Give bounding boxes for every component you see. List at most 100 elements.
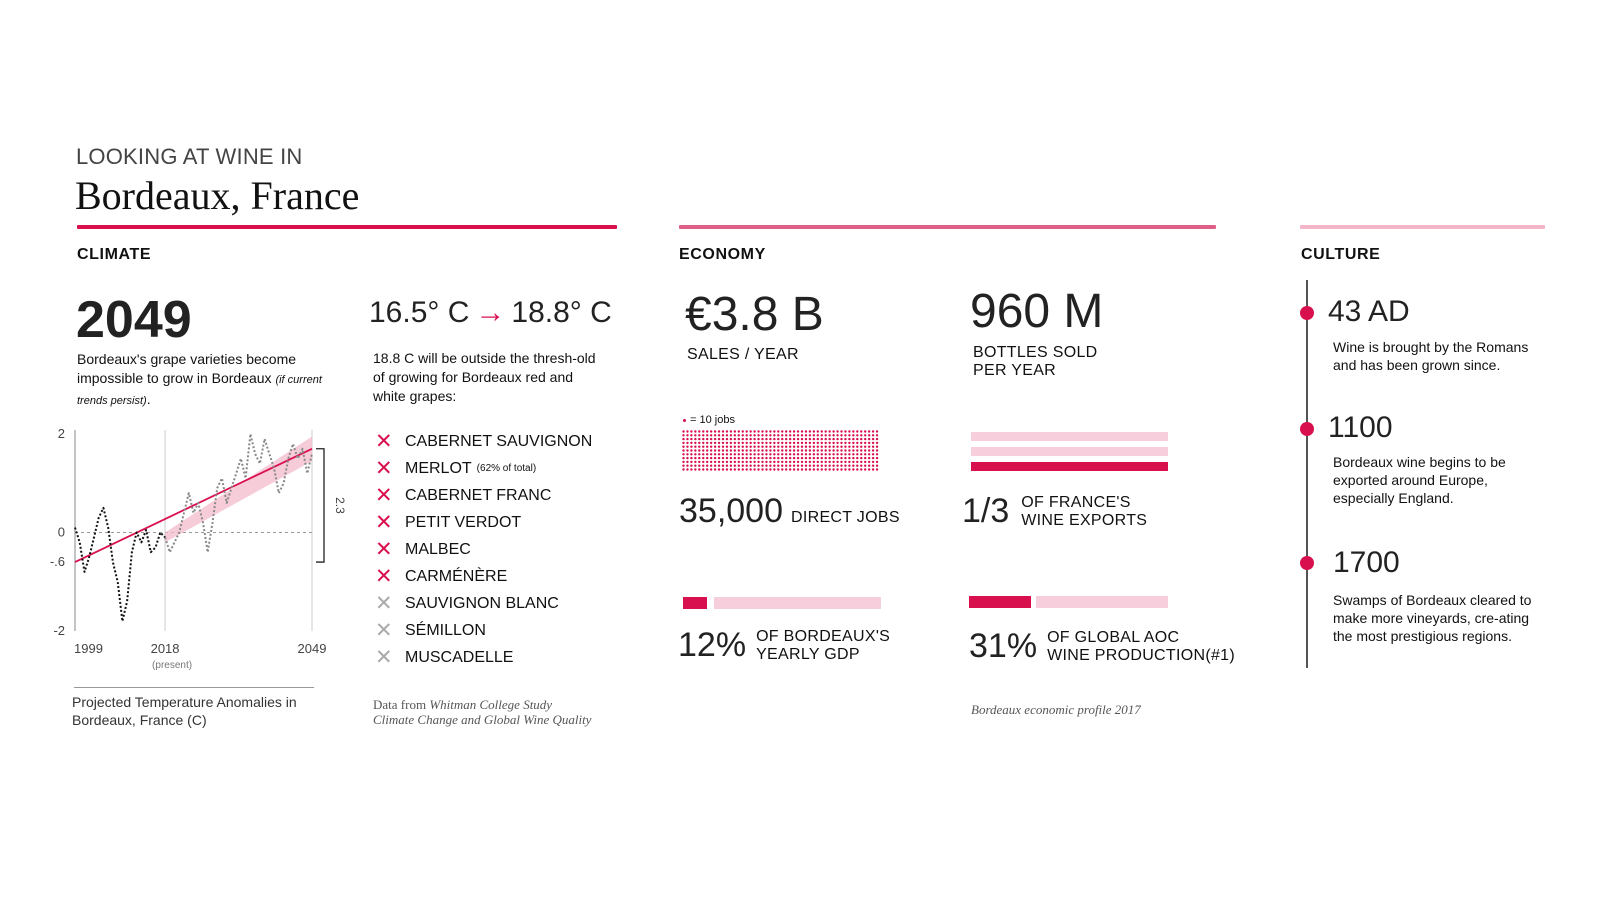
job-dot	[808, 445, 812, 448]
job-dot	[836, 468, 839, 471]
job-dot	[777, 456, 780, 460]
job-dot	[690, 460, 693, 464]
job-dot	[729, 460, 733, 464]
job-dot	[800, 464, 804, 467]
job-dot	[844, 441, 847, 445]
job-dot	[761, 445, 764, 448]
climate-source-title2: Climate Change and Global Wine Quality	[373, 712, 592, 727]
job-dot	[733, 468, 737, 471]
job-dot	[785, 453, 788, 456]
job-dot	[698, 437, 701, 441]
job-dot	[844, 437, 847, 441]
job-dot	[860, 456, 863, 460]
job-dot	[796, 445, 800, 448]
gdp-label-line1: OF BORDEAUX'S	[756, 627, 891, 645]
job-dot	[749, 445, 752, 448]
job-dot	[804, 441, 808, 445]
job-dot	[852, 464, 855, 467]
job-dot	[875, 449, 879, 452]
job-dot	[717, 437, 721, 441]
job-dot	[812, 441, 816, 445]
job-dot	[702, 460, 705, 464]
dot-key-label: = 10 jobs	[690, 414, 735, 426]
job-dot	[852, 441, 855, 445]
job-dot	[706, 441, 709, 445]
bracket-annotation-label: 2.3	[333, 497, 347, 514]
climate-source-title1: Whitman College Study	[429, 697, 553, 712]
job-dot	[698, 434, 701, 437]
job-dot	[765, 449, 768, 452]
job-dot	[690, 434, 693, 437]
job-dot	[765, 453, 768, 456]
job-dot	[698, 464, 701, 467]
gdp-stat: 12% OF BORDEAUX'S YEARLY GDP	[678, 626, 890, 665]
job-dot	[792, 460, 796, 464]
job-dot	[725, 441, 729, 445]
job-dot	[777, 441, 780, 445]
x-mark-icon: ✕	[375, 565, 393, 588]
job-dot	[749, 468, 752, 471]
job-dot	[733, 464, 737, 467]
job-dot	[777, 468, 780, 471]
job-dot	[848, 460, 851, 464]
job-dot	[867, 449, 871, 452]
job-dot	[761, 453, 764, 456]
job-dot	[871, 453, 875, 456]
job-dot	[757, 464, 760, 467]
climate-source-prefix: Data from	[373, 697, 430, 712]
job-dot	[709, 434, 713, 437]
job-dot	[804, 456, 808, 460]
exports-stat: 1/3 OF FRANCE'S WINE EXPORTS	[962, 492, 1147, 531]
job-dot	[682, 430, 685, 433]
job-dot	[713, 445, 717, 448]
job-dot	[725, 464, 729, 467]
job-dot	[844, 468, 847, 471]
job-dot	[832, 464, 835, 467]
job-dot	[745, 460, 748, 464]
job-dot	[694, 460, 697, 464]
job-dot	[694, 468, 697, 471]
job-dot	[729, 453, 733, 456]
job-dot	[828, 437, 831, 441]
job-dot	[757, 460, 760, 464]
exports-label-line2: WINE EXPORTS	[1021, 511, 1148, 529]
job-dot	[777, 449, 780, 452]
job-dot	[741, 464, 744, 467]
job-dot	[765, 434, 768, 437]
job-dot	[709, 460, 713, 464]
job-dot	[804, 434, 808, 437]
timeline-description: Wine is brought by the Romans and has be…	[1333, 339, 1529, 373]
job-dot	[753, 430, 756, 433]
job-dot	[729, 456, 733, 460]
job-dot	[717, 468, 721, 471]
exports-bar-1	[971, 432, 1168, 441]
gdp-bar-rest	[714, 597, 881, 609]
job-dot	[785, 464, 788, 467]
job-dot	[785, 437, 788, 441]
job-dot	[816, 445, 819, 448]
job-dot	[816, 437, 819, 441]
job-dot	[856, 456, 859, 460]
job-dot	[860, 434, 863, 437]
job-dot	[864, 453, 867, 456]
job-dot	[729, 434, 733, 437]
job-dot	[824, 460, 827, 464]
job-dot	[706, 449, 709, 452]
job-dot	[777, 464, 780, 467]
job-dot	[792, 445, 796, 448]
job-dot	[749, 453, 752, 456]
job-dot	[769, 464, 772, 467]
job-dot	[848, 449, 851, 452]
job-dot	[840, 437, 843, 441]
job-dot	[721, 441, 725, 445]
job-dot	[792, 430, 796, 433]
job-dot	[717, 445, 721, 448]
job-dot	[694, 441, 697, 445]
job-dot	[725, 460, 729, 464]
culture-heading: CULTURE	[1301, 246, 1381, 263]
job-dot	[721, 468, 725, 471]
job-dot	[777, 437, 780, 441]
job-dot	[702, 468, 705, 471]
job-dot	[875, 460, 879, 464]
job-dot	[682, 449, 685, 452]
